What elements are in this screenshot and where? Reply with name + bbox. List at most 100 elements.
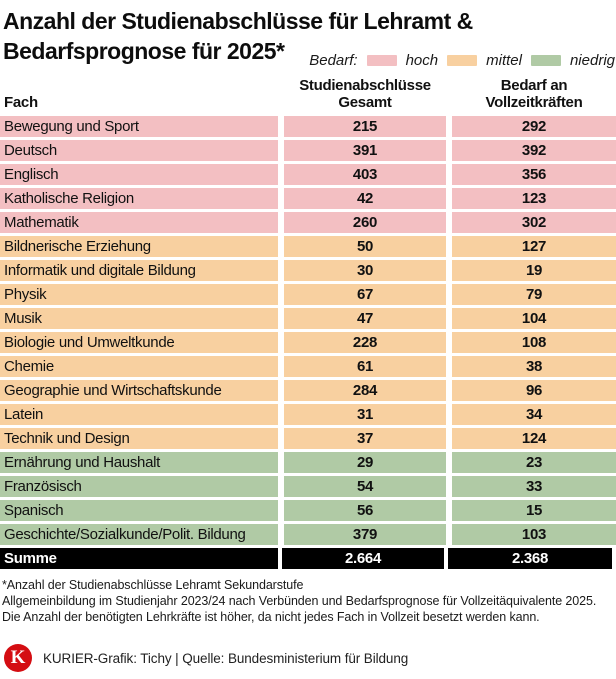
table-row: Deutsch 391 392 bbox=[0, 140, 616, 161]
subject-cell: Mathematik bbox=[0, 212, 278, 233]
table-row: Musik 47 104 bbox=[0, 308, 616, 329]
abschluesse-cell: 228 bbox=[284, 332, 446, 353]
subject-cell: Biologie und Umweltkunde bbox=[0, 332, 278, 353]
column-header-fach: Fach bbox=[4, 94, 38, 111]
bedarf-cell: 19 bbox=[452, 260, 616, 281]
bedarf-cell: 292 bbox=[452, 116, 616, 137]
legend-item-mittel: mittel bbox=[447, 52, 522, 69]
source-line: K KURIER-Grafik: Tichy | Quelle: Bundesm… bbox=[4, 644, 408, 672]
bedarf-cell: 104 bbox=[452, 308, 616, 329]
total-abschluesse-cell: 2.664 bbox=[282, 548, 444, 569]
table-row: Informatik und digitale Bildung 30 19 bbox=[0, 260, 616, 281]
legend-swatch-mittel bbox=[447, 55, 478, 66]
subject-cell: Geographie und Wirtschaftskunde bbox=[0, 380, 278, 401]
total-bedarf-cell: 2.368 bbox=[448, 548, 612, 569]
table-row: Latein 31 34 bbox=[0, 404, 616, 425]
abschluesse-cell: 50 bbox=[284, 236, 446, 257]
table-total-row: Summe 2.664 2.368 bbox=[0, 548, 616, 569]
footnote-line2: Allgemeinbildung im Studienjahr 2023/24 … bbox=[2, 594, 597, 624]
column-header-abschluesse: Studienabschlüsse Gesamt bbox=[299, 77, 431, 111]
bedarf-cell: 15 bbox=[452, 500, 616, 521]
subject-cell: Bewegung und Sport bbox=[0, 116, 278, 137]
total-label-cell: Summe bbox=[0, 548, 278, 569]
bedarf-cell: 38 bbox=[452, 356, 616, 377]
kurier-logo-icon: K bbox=[4, 644, 32, 672]
bedarf-cell: 23 bbox=[452, 452, 616, 473]
subject-cell: Spanisch bbox=[0, 500, 278, 521]
table-row: Biologie und Umweltkunde 228 108 bbox=[0, 332, 616, 353]
subject-cell: Informatik und digitale Bildung bbox=[0, 260, 278, 281]
table-row: Geographie und Wirtschaftskunde 284 96 bbox=[0, 380, 616, 401]
abschluesse-cell: 42 bbox=[284, 188, 446, 209]
table-row: Bewegung und Sport 215 292 bbox=[0, 116, 616, 137]
abschluesse-cell: 403 bbox=[284, 164, 446, 185]
infographic-page: Anzahl der Studienabschlüsse für Lehramt… bbox=[0, 6, 616, 679]
abschluesse-cell: 29 bbox=[284, 452, 446, 473]
subject-cell: Musik bbox=[0, 308, 278, 329]
abschluesse-cell: 379 bbox=[284, 524, 446, 545]
page-title: Anzahl der Studienabschlüsse für Lehramt… bbox=[3, 6, 616, 66]
legend-swatch-hoch bbox=[366, 55, 397, 66]
table-row: Ernährung und Haushalt 29 23 bbox=[0, 452, 616, 473]
abschluesse-cell: 391 bbox=[284, 140, 446, 161]
table-row: Geschichte/Sozialkunde/Polit. Bildung 379… bbox=[0, 524, 616, 545]
legend-item-label: mittel bbox=[486, 52, 522, 69]
subject-cell: Englisch bbox=[0, 164, 278, 185]
table-row: Spanisch 56 15 bbox=[0, 500, 616, 521]
abschluesse-cell: 61 bbox=[284, 356, 446, 377]
title-line2: Bedarfsprognose für 2025* bbox=[3, 38, 285, 64]
footnote-line1: *Anzahl der Studienabschlüsse Lehramt Se… bbox=[2, 578, 304, 592]
legend-item-hoch: hoch bbox=[366, 52, 439, 69]
bedarf-cell: 124 bbox=[452, 428, 616, 449]
legend-swatch-niedrig bbox=[530, 55, 561, 66]
abschluesse-cell: 260 bbox=[284, 212, 446, 233]
bedarf-cell: 127 bbox=[452, 236, 616, 257]
bedarf-cell: 123 bbox=[452, 188, 616, 209]
subject-cell: Französisch bbox=[0, 476, 278, 497]
abschluesse-cell: 37 bbox=[284, 428, 446, 449]
bedarf-cell: 103 bbox=[452, 524, 616, 545]
table-row: Technik und Design 37 124 bbox=[0, 428, 616, 449]
table-row: Chemie 61 38 bbox=[0, 356, 616, 377]
table-header-row: Fach Studienabschlüsse Gesamt Bedarf an Vo… bbox=[0, 77, 616, 116]
subject-cell: Ernährung und Haushalt bbox=[0, 452, 278, 473]
legend-item-label: hoch bbox=[405, 52, 439, 69]
subject-cell: Bildnerische Erziehung bbox=[0, 236, 278, 257]
table-body: Bewegung und Sport 215 292 Deutsch 391 392 Eng… bbox=[0, 116, 616, 569]
legend-items: hoch mittel niedrig bbox=[366, 52, 615, 69]
subject-cell: Technik und Design bbox=[0, 428, 278, 449]
bedarf-cell: 392 bbox=[452, 140, 616, 161]
bedarf-cell: 34 bbox=[452, 404, 616, 425]
abschluesse-cell: 31 bbox=[284, 404, 446, 425]
subject-cell: Deutsch bbox=[0, 140, 278, 161]
abschluesse-cell: 30 bbox=[284, 260, 446, 281]
subject-cell: Physik bbox=[0, 284, 278, 305]
legend-item-label: niedrig bbox=[569, 52, 615, 69]
table-row: Französisch 54 33 bbox=[0, 476, 616, 497]
abschluesse-cell: 67 bbox=[284, 284, 446, 305]
table-row: Englisch 403 356 bbox=[0, 164, 616, 185]
bedarf-cell: 96 bbox=[452, 380, 616, 401]
subject-cell: Latein bbox=[0, 404, 278, 425]
abschluesse-cell: 284 bbox=[284, 380, 446, 401]
subject-cell: Geschichte/Sozialkunde/Polit. Bildung bbox=[0, 524, 278, 545]
kurier-logo-letter: K bbox=[10, 647, 26, 668]
legend-label: Bedarf: bbox=[309, 52, 358, 69]
bedarf-cell: 302 bbox=[452, 212, 616, 233]
bedarf-cell: 33 bbox=[452, 476, 616, 497]
abschluesse-cell: 54 bbox=[284, 476, 446, 497]
table-row: Katholische Religion 42 123 bbox=[0, 188, 616, 209]
legend-item-niedrig: niedrig bbox=[530, 52, 615, 69]
bedarf-cell: 356 bbox=[452, 164, 616, 185]
source-credit-text: KURIER-Grafik: Tichy | Quelle: Bundesmin… bbox=[43, 650, 409, 666]
table-row: Physik 67 79 bbox=[0, 284, 616, 305]
column-header-bedarf: Bedarf an Vollzeitkräften bbox=[485, 77, 583, 111]
title-line1: Anzahl der Studienabschlüsse für Lehramt… bbox=[3, 8, 473, 34]
subject-cell: Chemie bbox=[0, 356, 278, 377]
abschluesse-cell: 47 bbox=[284, 308, 446, 329]
footnote: *Anzahl der Studienabschlüsse Lehramt Se… bbox=[0, 577, 616, 625]
bedarf-cell: 79 bbox=[452, 284, 616, 305]
subject-cell: Katholische Religion bbox=[0, 188, 278, 209]
bedarf-cell: 108 bbox=[452, 332, 616, 353]
abschluesse-cell: 215 bbox=[284, 116, 446, 137]
